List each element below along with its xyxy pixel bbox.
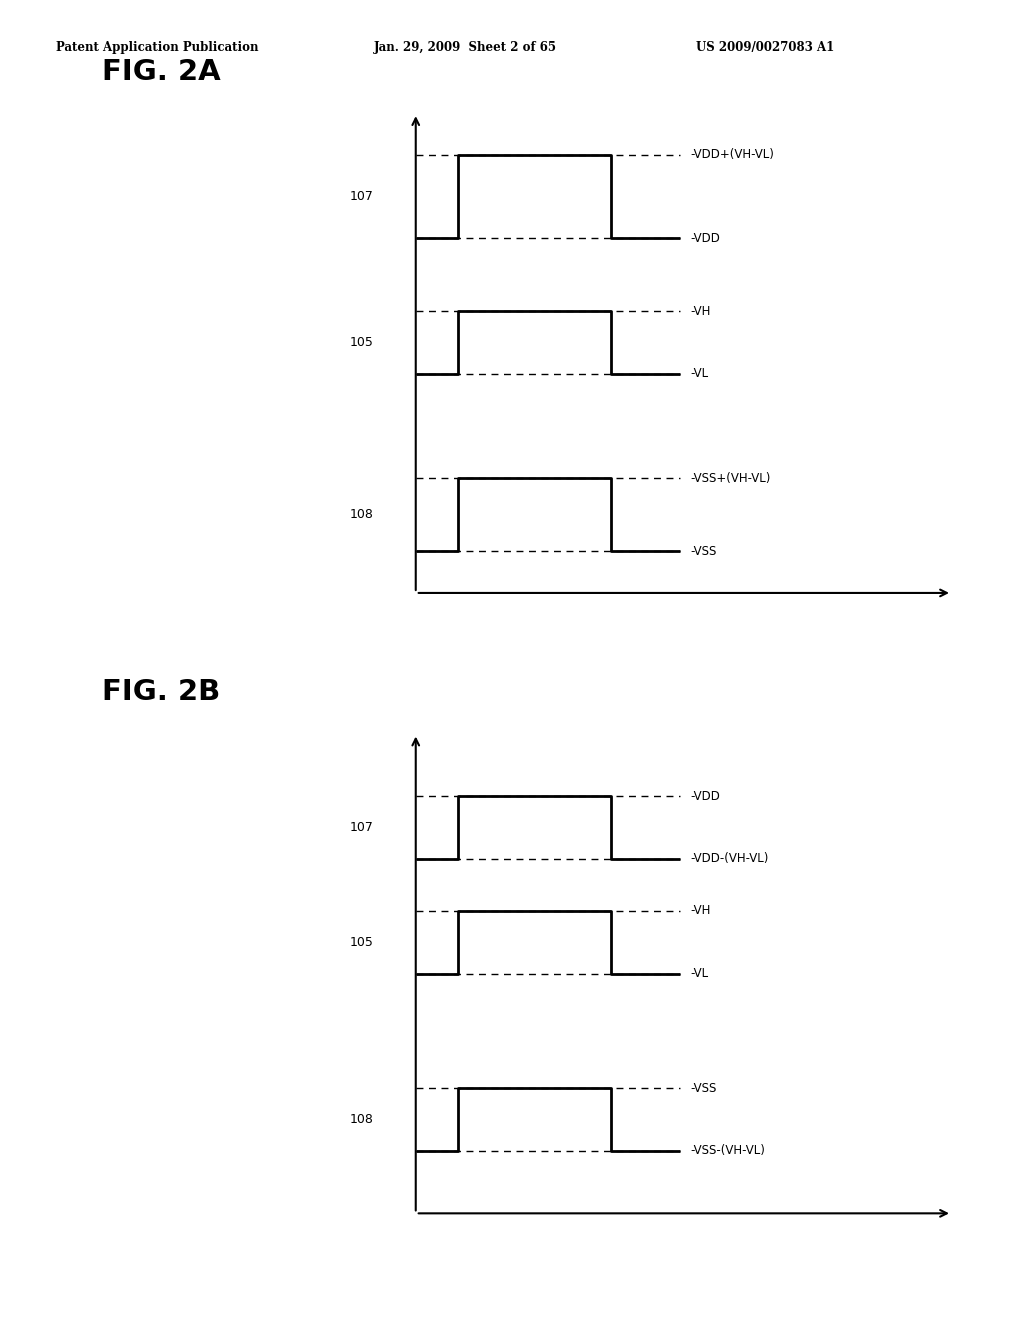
Text: -VL: -VL [691,968,709,979]
Text: -VDD: -VDD [691,789,721,803]
Text: 105: 105 [350,337,374,350]
Text: FIG. 2A: FIG. 2A [102,58,221,86]
Text: -VSS-(VH-VL): -VSS-(VH-VL) [691,1144,766,1158]
Text: -VH: -VH [691,305,711,318]
Text: -VSS: -VSS [691,1081,717,1094]
Text: 107: 107 [350,821,374,834]
Text: 107: 107 [350,190,374,203]
Text: -VSS+(VH-VL): -VSS+(VH-VL) [691,471,771,484]
Text: US 2009/0027083 A1: US 2009/0027083 A1 [696,41,835,54]
Text: -VH: -VH [691,904,711,917]
Text: 108: 108 [350,1113,374,1126]
Text: 105: 105 [350,936,374,949]
Text: Jan. 29, 2009  Sheet 2 of 65: Jan. 29, 2009 Sheet 2 of 65 [374,41,557,54]
Text: FIG. 2B: FIG. 2B [102,678,220,706]
Text: -VDD: -VDD [691,232,721,246]
Text: Patent Application Publication: Patent Application Publication [56,41,259,54]
Text: -VDD+(VH-VL): -VDD+(VH-VL) [691,148,775,161]
Text: -VSS: -VSS [691,545,717,558]
Text: 108: 108 [350,508,374,521]
Text: -VDD-(VH-VL): -VDD-(VH-VL) [691,853,769,866]
Text: -VL: -VL [691,367,709,380]
